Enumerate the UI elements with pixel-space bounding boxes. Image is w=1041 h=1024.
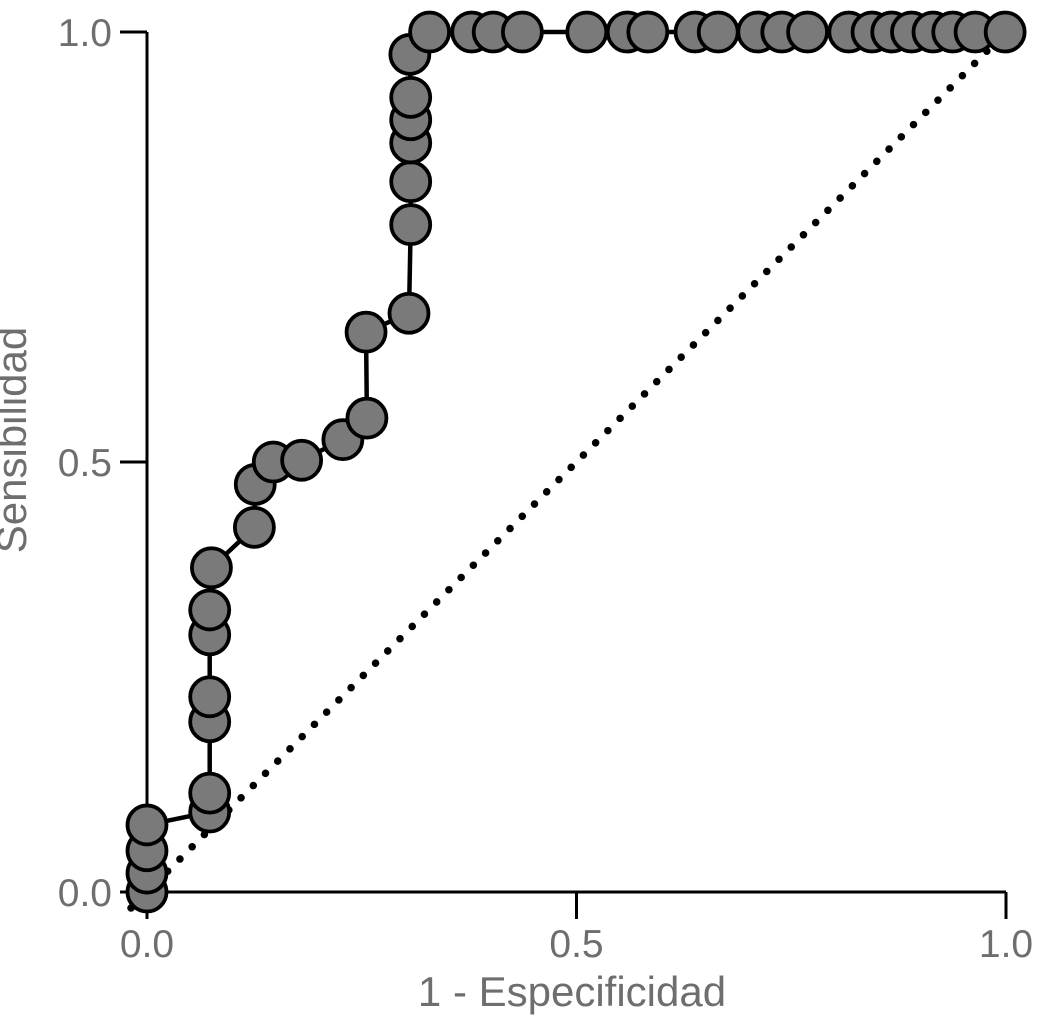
data-point-marker xyxy=(983,10,1027,54)
x-axis-title: 1 - Especificidad xyxy=(418,968,726,1015)
data-point-marker xyxy=(190,546,233,590)
data-point-marker xyxy=(125,803,169,847)
y-tick-label: 1.0 xyxy=(58,12,112,55)
data-point-marker xyxy=(232,505,276,549)
data-point-marker xyxy=(389,160,433,204)
data-point-marker xyxy=(565,10,609,54)
data-point-marker xyxy=(188,675,232,719)
data-point-marker xyxy=(500,10,544,54)
data-point-marker xyxy=(188,588,232,632)
data-point-marker xyxy=(389,75,433,119)
data-point-marker xyxy=(188,771,232,815)
data-point-marker xyxy=(387,291,431,335)
tick-labels-layer: 0.0 0.5 1.0 0.0 0.5 1.0 xyxy=(58,12,1033,966)
x-tick-label: 0.5 xyxy=(549,923,603,966)
roc-curve-layer xyxy=(125,10,1027,914)
data-point-marker xyxy=(696,10,740,54)
x-tick-label: 0.0 xyxy=(120,923,174,966)
data-point-marker xyxy=(345,396,389,440)
y-axis-title: Sensibilidad xyxy=(0,327,35,554)
reference-diagonal-line xyxy=(127,28,1010,912)
data-point-marker xyxy=(389,203,433,247)
data-point-marker xyxy=(280,438,324,482)
data-point-marker xyxy=(408,10,452,54)
reference-diagonal-layer xyxy=(127,28,1010,912)
y-tick-label: 0.0 xyxy=(58,872,112,915)
data-point-marker xyxy=(626,10,670,54)
y-tick-label: 0.5 xyxy=(58,442,112,485)
data-point-marker xyxy=(344,310,388,354)
data-point-marker xyxy=(786,10,829,54)
x-tick-label: 1.0 xyxy=(979,923,1033,966)
